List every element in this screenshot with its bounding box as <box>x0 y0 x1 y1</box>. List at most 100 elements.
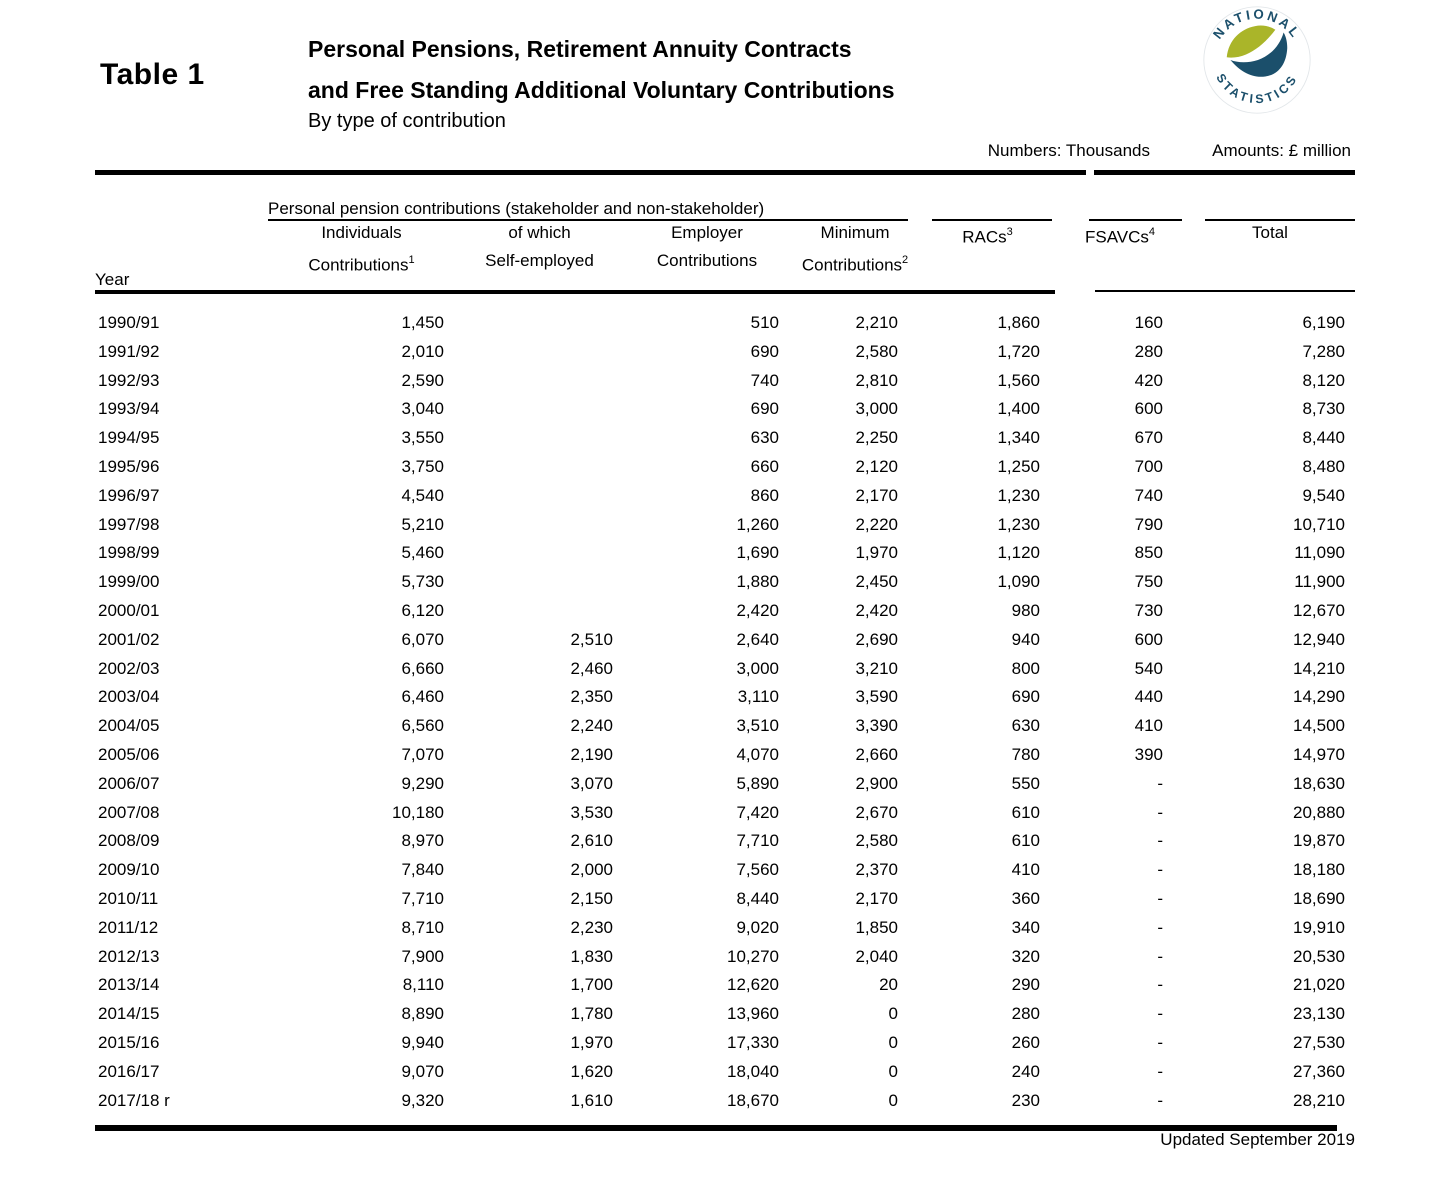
header-label: RACs <box>962 227 1007 247</box>
pensions-table: Personal pension contributions (stakehol… <box>95 175 1355 1115</box>
value-cell: 8,440 <box>1302 428 1346 448</box>
value-cell: 420 <box>1134 370 1164 390</box>
table-row: 2004/05 6,560 2,240 3,510 3,390 630 410 14,500 <box>95 712 1355 741</box>
value-cell: 27,530 <box>1293 1032 1346 1052</box>
rule-total-overline <box>1205 219 1355 221</box>
table-row: 1998/99 5,460 1,690 1,970 1,120 850 11,090 <box>95 539 1355 568</box>
spacer-cell <box>920 175 1055 219</box>
value-cell: 7,710 <box>736 831 779 851</box>
rule-header-bottom-thin <box>1095 290 1355 292</box>
value-cell: 9,290 <box>401 773 444 793</box>
value-cell: 8,730 <box>1302 399 1346 419</box>
value-cell: - <box>1157 1090 1164 1110</box>
value-cell: 8,110 <box>402 975 444 995</box>
header-line1: of which <box>508 223 571 242</box>
value-cell: 18,670 <box>727 1090 779 1110</box>
value-cell: 3,000 <box>736 658 779 678</box>
column-header-racs: RACs3 <box>920 219 1055 290</box>
rule-header-bottom-thick <box>95 290 1055 294</box>
value-cell: - <box>1157 1061 1164 1081</box>
value-cell: 3,550 <box>401 428 444 448</box>
table-row: 2012/13 7,900 1,830 10,270 2,040 320 - 20,530 <box>95 943 1355 972</box>
value-cell: 1,400 <box>997 399 1041 419</box>
value-cell: 2,610 <box>570 831 613 851</box>
value-cell: 4,540 <box>401 485 444 505</box>
value-cell: - <box>1157 975 1164 995</box>
value-cell: 1,260 <box>736 514 779 534</box>
value-cell: 27,360 <box>1293 1061 1346 1081</box>
value-cell: 5,730 <box>401 572 444 592</box>
table-number-label: Table 1 <box>100 58 205 91</box>
value-cell: 1,850 <box>855 917 899 937</box>
value-cell <box>455 539 624 568</box>
value-cell: 230 <box>1011 1090 1041 1110</box>
value-cell: 14,290 <box>1293 687 1346 707</box>
table-row: 2017/18 r 9,320 1,610 18,670 0 230 - 28,210 <box>95 1087 1355 1116</box>
value-cell: 14,500 <box>1293 716 1346 736</box>
value-cell: 1,970 <box>855 543 899 563</box>
value-cell: 2,040 <box>855 946 899 966</box>
header-label: FSAVCs <box>1084 227 1149 247</box>
value-cell <box>455 338 624 367</box>
table-row: 2002/03 6,660 2,460 3,000 3,210 800 540 14,210 <box>95 655 1355 684</box>
year-cell: 2007/08 <box>98 802 160 822</box>
rule-top-right <box>1094 170 1355 175</box>
value-cell: 8,480 <box>1302 456 1346 476</box>
value-cell <box>455 367 624 396</box>
value-cell: 660 <box>750 456 779 476</box>
value-cell: 3,590 <box>855 687 899 707</box>
value-cell: 6,460 <box>401 687 444 707</box>
table-row: 2011/12 8,710 2,230 9,020 1,850 340 - 19,910 <box>95 914 1355 943</box>
value-cell: 6,560 <box>401 716 444 736</box>
column-header-year: Year <box>95 270 130 289</box>
value-cell: 4,070 <box>736 744 779 764</box>
value-cell: 8,890 <box>401 1004 444 1024</box>
value-cell: 1,880 <box>736 572 779 592</box>
value-cell: 260 <box>1011 1032 1041 1052</box>
value-cell <box>455 482 624 511</box>
value-cell: 6,190 <box>1302 313 1346 332</box>
value-cell: 1,690 <box>736 543 779 563</box>
footnote-marker: 4 <box>1148 226 1156 238</box>
value-cell: 690 <box>1011 687 1041 707</box>
value-cell: 3,750 <box>401 456 444 476</box>
value-cell: 700 <box>1134 456 1164 476</box>
page-title: Personal Pensions, Retirement Annuity Co… <box>308 29 895 111</box>
value-cell: 360 <box>1011 888 1041 908</box>
value-cell: 23,130 <box>1293 1004 1346 1024</box>
value-cell <box>455 395 624 424</box>
table-row: 1994/95 3,550 630 2,250 1,340 670 8,440 <box>95 424 1355 453</box>
value-cell: 1,340 <box>997 428 1041 448</box>
value-cell: 2,510 <box>570 629 613 649</box>
value-cell: 2,210 <box>855 313 899 332</box>
value-cell: 2,810 <box>855 370 899 390</box>
table-row: 2000/01 6,120 2,420 2,420 980 730 12,670 <box>95 597 1355 626</box>
year-cell: 2003/04 <box>98 687 160 707</box>
value-cell: 2,000 <box>570 860 613 880</box>
table-row: 1999/00 5,730 1,880 2,450 1,090 750 11,900 <box>95 568 1355 597</box>
value-cell: 13,960 <box>727 1004 779 1024</box>
value-cell <box>455 568 624 597</box>
value-cell: 2,460 <box>570 658 613 678</box>
value-cell: 0 <box>888 1032 899 1052</box>
header-line2: Contributions <box>308 255 409 275</box>
value-cell: 740 <box>750 370 779 390</box>
value-cell: 20 <box>879 975 899 995</box>
table-row: 1991/92 2,010 690 2,580 1,720 280 7,280 <box>95 338 1355 367</box>
value-cell: - <box>1157 917 1164 937</box>
value-cell: 9,940 <box>401 1032 444 1052</box>
value-cell: 2,370 <box>855 860 899 880</box>
value-cell <box>455 511 624 540</box>
table-row: 1995/96 3,750 660 2,120 1,250 700 8,480 <box>95 453 1355 482</box>
value-cell: 2,230 <box>570 917 613 937</box>
updated-date-label: Updated September 2019 <box>1160 1130 1355 1149</box>
table-row: 2005/06 7,070 2,190 4,070 2,660 780 390 14,970 <box>95 741 1355 770</box>
value-cell: 2,250 <box>855 428 899 448</box>
rule-bottom <box>95 1125 1337 1131</box>
value-cell: 7,420 <box>736 802 779 822</box>
value-cell: 3,110 <box>737 687 779 707</box>
column-header-self-employed: of which Self-employed <box>455 219 624 290</box>
value-cell: 18,180 <box>1293 860 1346 880</box>
value-cell: - <box>1157 802 1164 822</box>
column-header-minimum: Minimum Contributions2 <box>790 219 920 290</box>
